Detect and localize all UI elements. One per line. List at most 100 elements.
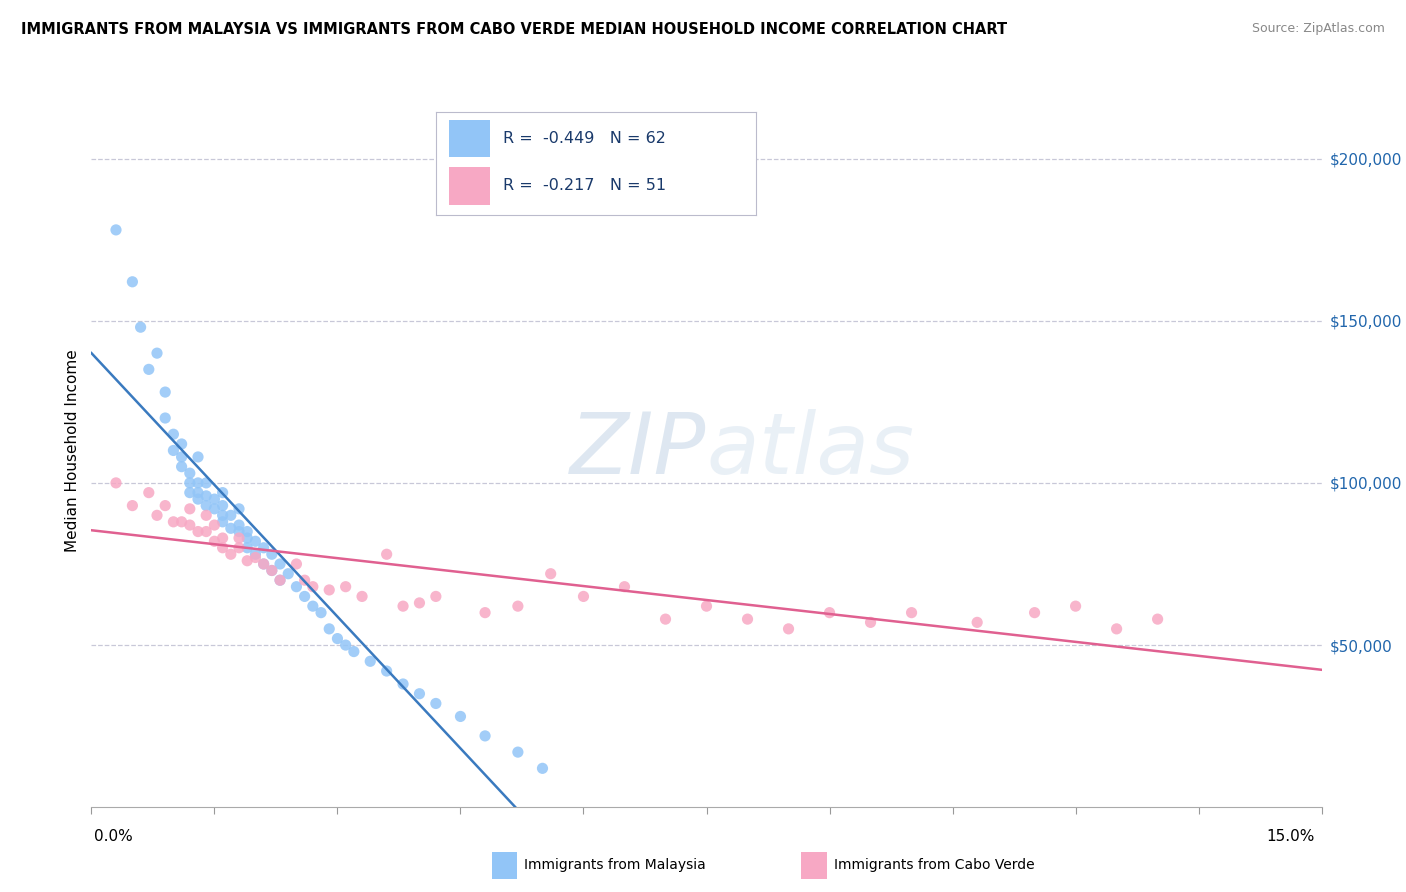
Point	[211, 541, 233, 555]
Text: 15.0%: 15.0%	[1267, 830, 1315, 844]
Point	[138, 362, 160, 376]
Point	[146, 508, 169, 523]
Point	[211, 499, 233, 513]
Point	[335, 638, 357, 652]
Point	[138, 485, 160, 500]
Point	[187, 492, 209, 507]
Point	[170, 437, 193, 451]
Text: ZIP: ZIP	[571, 409, 706, 492]
Point	[269, 557, 291, 571]
Point	[228, 501, 250, 516]
Point	[236, 531, 259, 545]
Point	[153, 499, 177, 513]
Point	[202, 492, 225, 507]
Text: IMMIGRANTS FROM MALAYSIA VS IMMIGRANTS FROM CABO VERDE MEDIAN HOUSEHOLD INCOME C: IMMIGRANTS FROM MALAYSIA VS IMMIGRANTS F…	[21, 22, 1007, 37]
Point	[540, 566, 562, 581]
Point	[228, 531, 250, 545]
Point	[449, 709, 471, 723]
Point	[245, 534, 267, 549]
Point	[245, 550, 267, 565]
Point	[1064, 599, 1087, 614]
Point	[202, 501, 225, 516]
Point	[195, 475, 218, 490]
Text: Immigrants from Cabo Verde: Immigrants from Cabo Verde	[834, 858, 1035, 872]
Point	[170, 450, 193, 464]
Point	[654, 612, 676, 626]
Point	[170, 459, 193, 474]
Point	[326, 632, 349, 646]
Text: Source: ZipAtlas.com: Source: ZipAtlas.com	[1251, 22, 1385, 36]
Text: atlas: atlas	[706, 409, 914, 492]
Point	[162, 515, 184, 529]
Point	[260, 564, 283, 578]
Point	[228, 524, 250, 539]
Point	[285, 557, 308, 571]
Point	[121, 275, 143, 289]
Point	[228, 541, 250, 555]
Point	[1146, 612, 1168, 626]
Point	[219, 508, 242, 523]
Point	[309, 606, 332, 620]
Point	[285, 580, 308, 594]
Text: Immigrants from Malaysia: Immigrants from Malaysia	[524, 858, 706, 872]
Point	[228, 518, 250, 533]
Point	[253, 541, 276, 555]
Point	[474, 606, 496, 620]
Point	[531, 761, 554, 775]
Point	[162, 427, 184, 442]
Point	[408, 687, 430, 701]
Point	[392, 599, 415, 614]
Point	[219, 547, 242, 561]
Point	[179, 501, 201, 516]
Point	[245, 547, 267, 561]
Point	[179, 475, 201, 490]
Point	[153, 385, 177, 400]
Point	[375, 664, 398, 678]
Point	[301, 580, 323, 594]
Point	[737, 612, 759, 626]
Point	[859, 615, 882, 630]
Point	[359, 654, 381, 668]
Point	[211, 515, 233, 529]
Point	[105, 475, 127, 490]
Point	[1105, 622, 1128, 636]
Point	[301, 599, 323, 614]
Point	[195, 499, 218, 513]
Point	[219, 521, 242, 535]
Point	[294, 573, 316, 587]
Point	[195, 508, 218, 523]
Point	[375, 547, 398, 561]
Point	[121, 499, 143, 513]
Point	[202, 518, 225, 533]
Point	[425, 697, 447, 711]
Point	[269, 573, 291, 587]
Point	[260, 547, 283, 561]
Point	[318, 582, 340, 597]
Point	[187, 524, 209, 539]
Point	[195, 489, 218, 503]
Point	[105, 223, 127, 237]
Point	[408, 596, 430, 610]
Point	[335, 580, 357, 594]
Point	[294, 590, 316, 604]
Point	[187, 450, 209, 464]
Point	[506, 745, 529, 759]
Point	[153, 411, 177, 425]
Y-axis label: Median Household Income: Median Household Income	[65, 349, 80, 552]
Point	[211, 485, 233, 500]
Point	[187, 475, 209, 490]
Point	[236, 541, 259, 555]
Point	[343, 644, 366, 658]
Point	[179, 466, 201, 480]
Point	[392, 677, 415, 691]
Point	[474, 729, 496, 743]
Point	[318, 622, 340, 636]
Point	[211, 508, 233, 523]
Point	[613, 580, 636, 594]
Point	[818, 606, 841, 620]
Point	[253, 557, 276, 571]
Point	[202, 534, 225, 549]
Point	[195, 524, 218, 539]
Point	[129, 320, 152, 334]
Point	[1024, 606, 1046, 620]
